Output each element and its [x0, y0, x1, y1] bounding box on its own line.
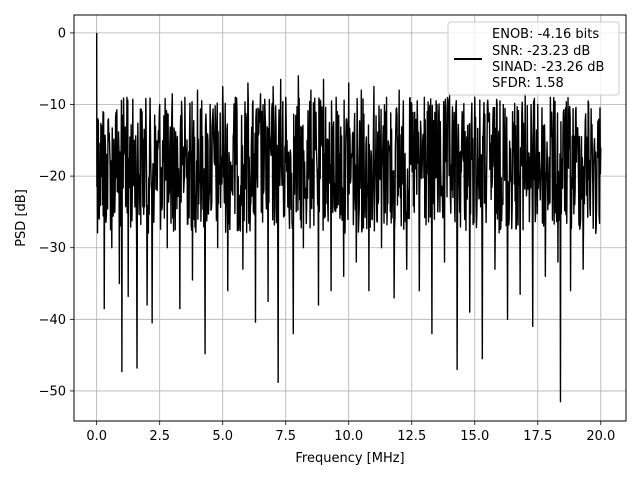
- y-tick-label: −20: [39, 170, 66, 185]
- x-tick-label: 10.0: [334, 429, 363, 444]
- x-tick-label: 12.5: [397, 429, 426, 444]
- legend: ENOB: -4.16 bits SNR: -23.23 dB SINAD: -…: [447, 21, 620, 96]
- legend-snr: SNR: -23.23 dB: [492, 44, 590, 59]
- series-layer: [95, 32, 602, 403]
- x-tick-label: 15.0: [460, 429, 489, 444]
- plot-frame: [73, 14, 627, 422]
- y-tick-label: −30: [39, 241, 66, 256]
- legend-sinad: SINAD: -23.26 dB: [492, 60, 604, 75]
- x-axis-label: Frequency [MHz]: [295, 451, 404, 466]
- x-tick-label: 0.0: [86, 429, 107, 444]
- x-tick-label: 20.0: [586, 429, 615, 444]
- y-axis-ticks: 0 −10 −20 −30 −40 −50: [39, 26, 74, 399]
- y-tick-label: −40: [39, 313, 66, 328]
- x-axis-ticks: 0.0 2.5 5.0 7.5 10.0 12.5 15.0 17.5 20.0: [86, 421, 615, 444]
- x-tick-label: 17.5: [523, 429, 552, 444]
- x-tick-label: 7.5: [275, 429, 296, 444]
- y-tick-label: −10: [39, 98, 66, 113]
- psd-series-line: [95, 32, 602, 403]
- legend-enob: ENOB: -4.16 bits: [492, 27, 599, 42]
- y-tick-label: −50: [39, 384, 66, 399]
- x-tick-label: 2.5: [149, 429, 170, 444]
- legend-sfdr: SFDR: 1.58: [492, 76, 564, 91]
- legend-box: [447, 21, 620, 96]
- y-axis-label: PSD [dB]: [14, 189, 29, 247]
- x-tick-label: 5.0: [212, 429, 233, 444]
- y-tick-label: 0: [58, 26, 66, 41]
